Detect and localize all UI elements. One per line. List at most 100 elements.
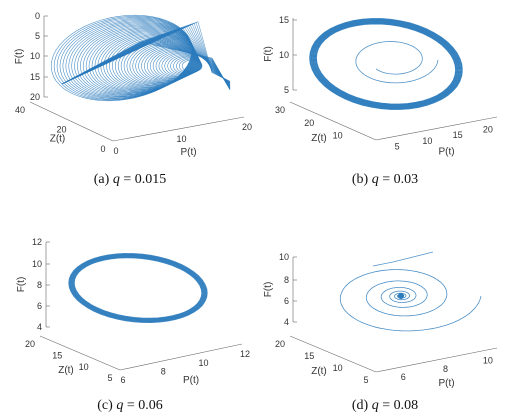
f-tick-label: 8 (284, 275, 289, 285)
p-tick-label: 20 (242, 122, 252, 132)
caption-a: (a) q = 0.015 (10, 172, 250, 188)
z-tick-label: 20 (56, 125, 66, 135)
limit-cycle (313, 21, 459, 107)
p-axis-label: P(t) (180, 147, 196, 158)
f-axis-label: F(t) (14, 49, 25, 65)
f-axis-label: F(t) (16, 277, 27, 293)
trajectory-strand (61, 21, 231, 85)
p-axis (119, 343, 243, 371)
z-axis-label: Z(t) (311, 133, 327, 144)
limit-cycle (315, 22, 457, 106)
p-axis-label: P(t) (438, 147, 454, 158)
p-tick-label: 8 (443, 364, 448, 374)
f-tick-label: 6 (284, 296, 289, 306)
caption-value: = 0.015 (123, 172, 167, 187)
limit-cycle (73, 256, 203, 320)
f-axis-label: F(t) (263, 46, 274, 62)
p-tick-label: 8 (161, 366, 166, 376)
p-axis (375, 116, 498, 141)
f-tick-label: 10 (30, 51, 40, 61)
z-axis-label: Z(t) (58, 365, 74, 376)
caption-var: q (112, 172, 120, 187)
caption-value: = 0.08 (382, 398, 419, 413)
caption-var: q (371, 172, 379, 187)
equilibrium-point (398, 293, 404, 299)
limit-cycle (68, 253, 208, 323)
z-tick-label: 0 (100, 144, 105, 154)
p-axis-label: P(t) (438, 378, 454, 389)
z-tick-label: 20 (275, 339, 285, 349)
chart-panel-d: 4 6 8 10 5 10 15 20 6 8 10 F(t) Z(t) P(t) (263, 232, 526, 392)
caption-value: = 0.06 (126, 398, 163, 413)
chart-panel-a: 0 5 10 15 20 0 20 40 0 10 20 F(t) Z(t) P(t) (0, 0, 263, 160)
f-tick-label: 5 (284, 85, 289, 95)
p-tick-label: 10 (483, 355, 493, 365)
trajectory (50, 14, 231, 102)
chart-panel-b: 5 10 15 10 20 30 5 10 15 20 F(t) Z(t) P(t) (263, 0, 526, 160)
p-axis (375, 347, 498, 373)
caption-prefix: (d) (351, 398, 369, 413)
chart-svg-c: 4 6 8 10 12 5 10 15 20 6 8 10 12 F(t) Z(t) P(t) (16, 237, 250, 386)
caption-var: q (116, 398, 124, 413)
caption-c: (c) q = 0.06 (10, 398, 250, 414)
p-tick-label: 0 (113, 146, 118, 156)
z-tick-label: 20 (25, 339, 35, 349)
transient (372, 251, 434, 267)
trajectory-strand (61, 40, 231, 90)
z-tick-label: 15 (52, 351, 62, 361)
z-axis (29, 101, 114, 142)
f-tick-label: 4 (37, 322, 42, 332)
p-tick-label: 10 (199, 358, 209, 368)
p-tick-label: 15 (453, 130, 463, 140)
f-tick-label: 20 (30, 92, 40, 102)
trajectory (68, 253, 208, 323)
limit-cycle (72, 256, 204, 320)
chart-svg-a: 0 5 10 15 20 0 20 40 0 10 20 F(t) Z(t) P(t) (14, 11, 252, 158)
z-tick-label: 30 (275, 105, 285, 115)
p-tick-label: 10 (422, 136, 432, 146)
f-tick-label: 6 (37, 301, 42, 311)
z-tick-label: 20 (304, 118, 314, 128)
f-tick-label: 4 (284, 317, 289, 327)
z-axis (289, 101, 377, 141)
trajectory (309, 18, 463, 110)
chart-svg-d: 4 6 8 10 5 10 15 20 6 8 10 F(t) Z(t) P(t) (263, 251, 498, 389)
caption-prefix: (c) (97, 398, 113, 413)
caption-var: q (371, 398, 379, 413)
p-tick-label: 12 (240, 349, 250, 359)
z-axis (289, 335, 377, 373)
f-tick-label: 10 (279, 50, 289, 60)
p-tick-label: 10 (176, 134, 186, 144)
limit-cycle (310, 19, 462, 109)
f-tick-label: 10 (279, 252, 289, 262)
f-tick-label: 8 (37, 280, 42, 290)
trajectory (339, 251, 482, 332)
f-tick-label: 15 (30, 72, 40, 82)
caption-prefix: (a) (93, 172, 110, 187)
trajectory-loop (50, 14, 193, 102)
z-axis (39, 335, 121, 371)
z-axis-label: Z(t) (50, 134, 66, 145)
z-tick-label: 15 (304, 351, 314, 361)
z-tick-label: 10 (333, 363, 343, 373)
z-tick-label: 10 (79, 362, 89, 372)
p-axis-label: P(t) (183, 375, 199, 386)
f-tick-label: 15 (279, 15, 289, 25)
p-tick-label: 6 (120, 375, 125, 385)
limit-cycle (309, 18, 463, 110)
caption-prefix: (b) (351, 172, 369, 187)
limit-cycle (69, 253, 207, 323)
f-tick-label: 0 (35, 11, 40, 21)
chart-svg-b: 5 10 15 10 20 30 5 10 15 20 F(t) Z(t) P(t) (263, 15, 498, 158)
p-axis (112, 116, 245, 142)
transient (355, 41, 439, 84)
z-tick-label: 40 (15, 105, 25, 115)
f-tick-label: 12 (32, 237, 42, 247)
p-tick-label: 6 (401, 372, 406, 382)
caption-value: = 0.03 (382, 172, 419, 187)
caption-b: (b) q = 0.03 (265, 172, 505, 188)
limit-cycle (312, 20, 460, 108)
f-tick-label: 10 (32, 259, 42, 269)
chart-panel-c: 4 6 8 10 12 5 10 15 20 6 8 10 12 F(t) Z(t) P(t) (0, 232, 263, 392)
